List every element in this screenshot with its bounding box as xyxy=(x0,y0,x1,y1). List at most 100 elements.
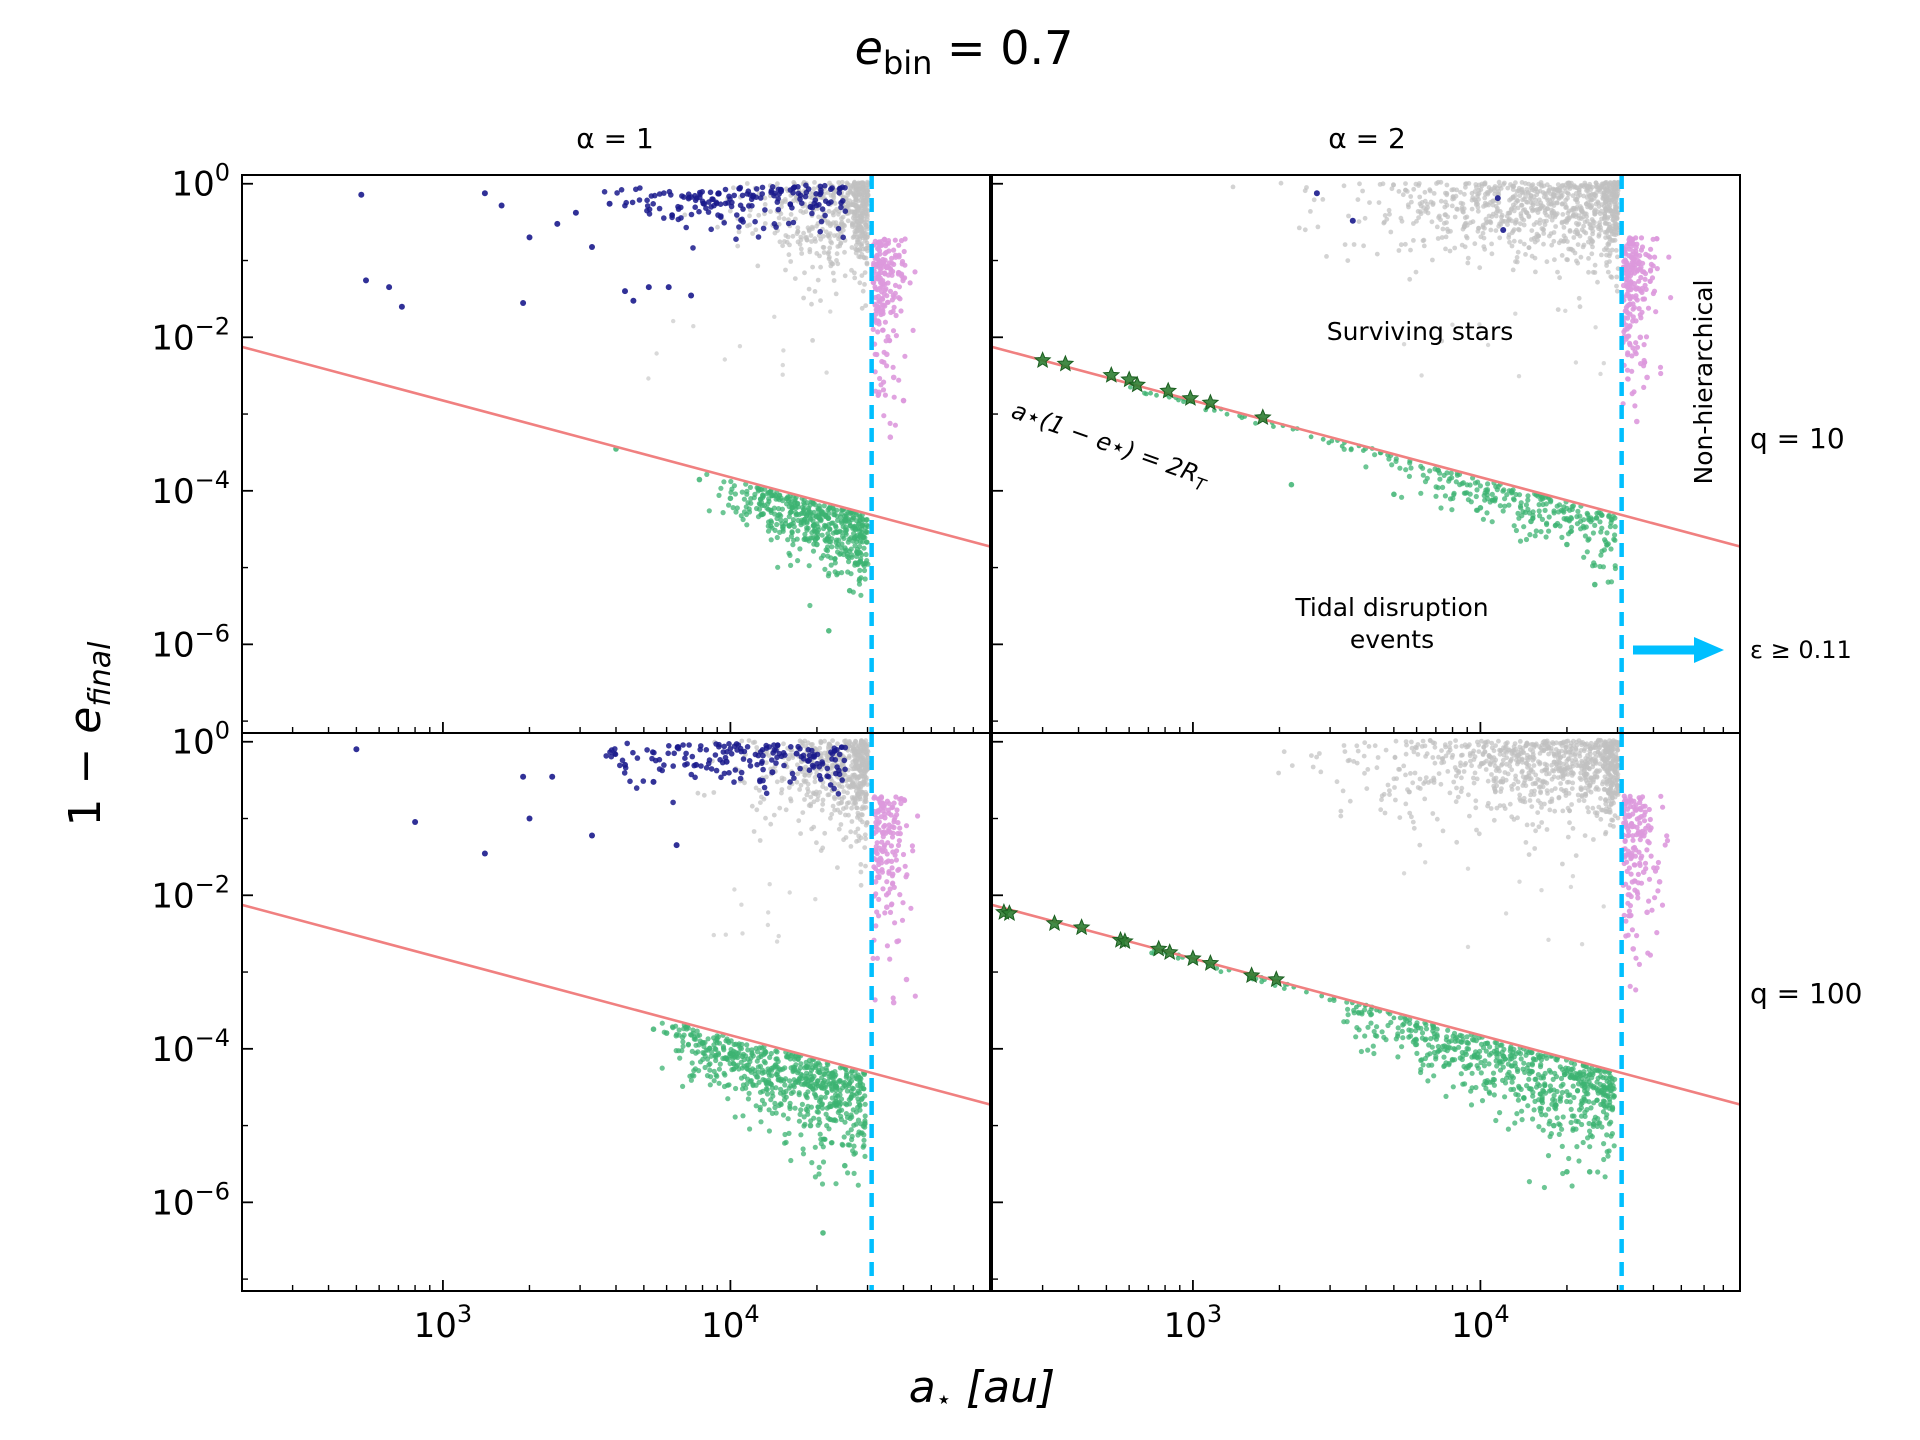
background-point xyxy=(1563,197,1569,203)
background-point xyxy=(1613,205,1619,211)
background-point xyxy=(1447,790,1453,796)
nonhier-point xyxy=(882,270,888,276)
background-point xyxy=(852,275,858,281)
background-point xyxy=(1411,749,1417,755)
nonhier-point xyxy=(884,299,891,305)
tde-point xyxy=(756,1055,762,1061)
nonhier-point xyxy=(888,812,894,818)
tde-point xyxy=(845,1170,851,1176)
background-point xyxy=(1439,748,1444,753)
background-point xyxy=(1489,740,1495,746)
background-point xyxy=(1513,219,1519,225)
surviving-point xyxy=(713,767,720,774)
background-point xyxy=(812,775,818,780)
tde-point xyxy=(788,562,794,569)
background-point xyxy=(1409,739,1414,745)
tde-point xyxy=(738,513,744,519)
tde-point xyxy=(862,1093,868,1099)
background-point xyxy=(1489,241,1494,247)
surviving-point xyxy=(621,770,628,776)
background-point xyxy=(1355,748,1361,754)
surviving-point xyxy=(526,234,533,241)
tde-point xyxy=(1601,547,1607,553)
tde-point xyxy=(851,1122,857,1128)
background-point xyxy=(1573,360,1579,365)
nonhier-point xyxy=(1638,235,1645,241)
background-point xyxy=(859,180,865,186)
background-point xyxy=(1470,195,1476,201)
background-point xyxy=(862,282,867,287)
background-point xyxy=(845,790,850,796)
tde-point xyxy=(855,1117,862,1123)
background-point xyxy=(857,224,863,230)
nonhier-point xyxy=(892,920,898,926)
background-point xyxy=(828,815,833,821)
background-point xyxy=(756,212,762,218)
surviving-point xyxy=(683,224,689,231)
surviving-point xyxy=(412,819,419,825)
background-point xyxy=(863,303,869,308)
nonhier-point xyxy=(886,822,892,828)
background-point xyxy=(853,229,859,235)
background-point xyxy=(848,209,854,215)
tde-point xyxy=(1538,529,1544,535)
background-point xyxy=(1493,203,1499,209)
surviving-point xyxy=(670,799,676,806)
background-point xyxy=(1586,256,1591,261)
background-point xyxy=(1612,219,1618,224)
tde-point xyxy=(773,1062,779,1068)
surviving-point xyxy=(842,766,848,773)
tde-point xyxy=(858,1076,864,1082)
background-point xyxy=(827,245,833,251)
background-point xyxy=(1490,198,1495,204)
background-point xyxy=(1469,763,1474,769)
background-point xyxy=(788,259,794,264)
background-point xyxy=(1468,220,1473,226)
tde-point xyxy=(778,1101,784,1107)
nonhier-point xyxy=(890,995,896,1001)
tde-point xyxy=(732,1114,738,1120)
tde-point xyxy=(708,1074,714,1080)
nonhier-point xyxy=(893,857,900,863)
nonhier-point xyxy=(885,890,892,896)
tde-point xyxy=(861,1137,867,1143)
background-point xyxy=(830,803,836,809)
tde-point xyxy=(744,1042,750,1048)
surviving-point xyxy=(656,205,663,212)
tde-point xyxy=(811,1115,817,1121)
background-point xyxy=(1580,209,1585,215)
background-point xyxy=(1398,242,1404,248)
surviving-point xyxy=(661,762,667,768)
background-point xyxy=(855,810,861,816)
background-point xyxy=(1436,771,1442,776)
tde-point xyxy=(1453,479,1459,485)
tde-point xyxy=(795,528,801,534)
background-point xyxy=(1376,200,1382,206)
tde-point xyxy=(1465,497,1471,503)
background-point xyxy=(1566,246,1572,252)
tde-point xyxy=(737,1045,743,1051)
background-point xyxy=(783,199,788,204)
surviving-point xyxy=(744,744,751,750)
nonhier-point xyxy=(1633,351,1639,357)
tde-point xyxy=(833,1103,839,1109)
background-point xyxy=(754,745,760,750)
surviving-point xyxy=(760,766,766,773)
tde-point xyxy=(787,552,793,559)
surviving-point xyxy=(652,757,659,764)
background-point xyxy=(783,807,789,813)
tde-point xyxy=(1271,424,1276,429)
background-point xyxy=(786,785,792,790)
tde-point xyxy=(785,1054,791,1060)
nonhier-point xyxy=(889,881,896,887)
background-point xyxy=(1598,371,1603,377)
background-point xyxy=(1607,251,1613,256)
background-point xyxy=(1396,248,1402,253)
tde-point xyxy=(1608,579,1615,585)
background-point xyxy=(811,186,817,192)
background-point xyxy=(1563,189,1568,195)
tde-point xyxy=(812,529,818,535)
background-point xyxy=(742,780,747,786)
tde-point xyxy=(1502,496,1508,502)
tde-point xyxy=(812,1144,818,1150)
